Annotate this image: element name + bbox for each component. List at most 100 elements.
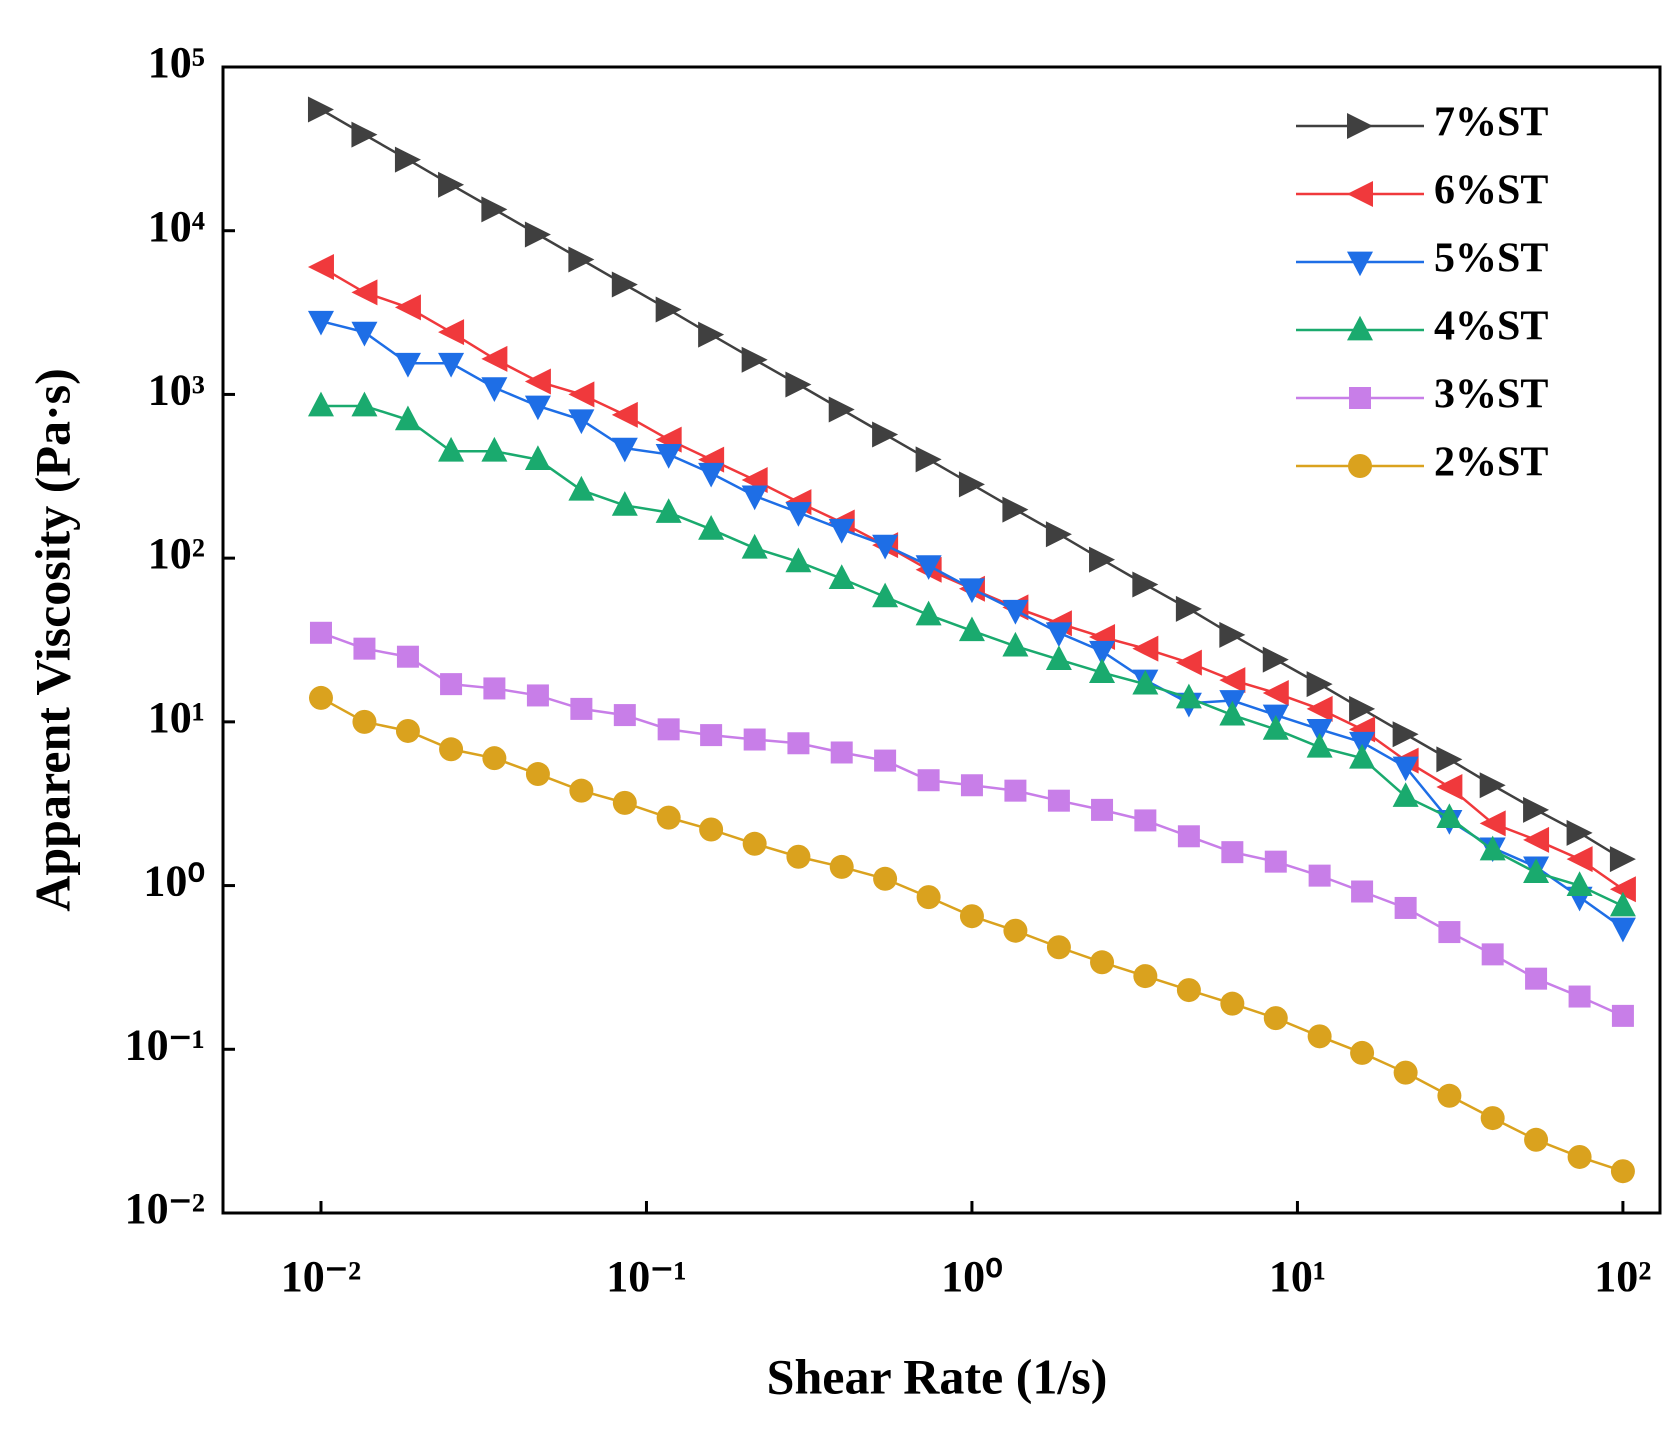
x-tick-label: 10² xyxy=(1594,1252,1651,1301)
legend-text: 2%ST xyxy=(1434,440,1548,486)
data-point xyxy=(352,709,377,734)
y-tick-label: 10³ xyxy=(148,366,205,415)
data-point xyxy=(1349,695,1376,722)
data-point xyxy=(439,737,464,762)
data-point xyxy=(655,444,682,469)
legend-marker xyxy=(1347,315,1373,341)
data-point xyxy=(1306,718,1333,744)
data-point xyxy=(1219,621,1246,648)
data-point xyxy=(1351,880,1374,903)
data-point xyxy=(698,515,725,540)
data-point xyxy=(1262,646,1289,673)
series-line xyxy=(320,696,1624,1173)
data-point xyxy=(568,246,595,273)
data-point xyxy=(1306,732,1333,758)
data-point xyxy=(1394,896,1417,919)
data-point xyxy=(1175,649,1202,676)
data-point xyxy=(657,718,680,741)
data-point xyxy=(308,685,333,710)
x-tick-label: 10⁰ xyxy=(941,1252,1003,1301)
legend-text: 6%ST xyxy=(1434,168,1548,214)
y-tick-label: 10⁻² xyxy=(125,1184,205,1233)
data-point xyxy=(1393,1060,1418,1085)
data-point xyxy=(1002,599,1029,625)
data-point xyxy=(656,805,681,830)
data-point xyxy=(1525,967,1548,990)
data-point xyxy=(1047,789,1070,812)
y-tick-label: 10⁴ xyxy=(148,202,205,251)
y-tick-label: 10² xyxy=(148,529,205,578)
data-point xyxy=(1436,746,1463,773)
data-point xyxy=(524,445,551,470)
y-tick-label: 10⁻¹ xyxy=(125,1020,205,1069)
data-point xyxy=(1091,798,1114,821)
data-point xyxy=(873,866,898,891)
data-point xyxy=(829,854,854,879)
data-point xyxy=(1045,622,1072,648)
legend-marker xyxy=(1347,251,1373,277)
data-point xyxy=(915,600,942,626)
data-point xyxy=(309,621,332,644)
plot-frame xyxy=(221,65,1662,1215)
data-point xyxy=(1089,658,1116,683)
data-point xyxy=(1090,950,1115,975)
data-point xyxy=(872,421,899,448)
data-point xyxy=(1262,680,1289,707)
legend-text: 5%ST xyxy=(1434,236,1548,282)
data-point xyxy=(1220,991,1245,1016)
data-point xyxy=(1002,631,1029,657)
data-point xyxy=(481,196,508,223)
data-point xyxy=(482,746,507,771)
data-point xyxy=(872,582,899,608)
data-point xyxy=(394,294,421,321)
data-point xyxy=(1132,635,1159,662)
data-point xyxy=(1437,1083,1462,1108)
data-point xyxy=(915,446,942,473)
data-point xyxy=(959,904,984,929)
data-point xyxy=(524,395,551,421)
data-point xyxy=(828,518,855,544)
data-point xyxy=(741,346,768,373)
data-point xyxy=(307,254,334,281)
data-point xyxy=(611,491,638,516)
data-point xyxy=(351,321,378,347)
data-point xyxy=(612,790,637,815)
y-tick-label: 10⁵ xyxy=(148,38,205,87)
data-point xyxy=(1479,772,1506,799)
data-point xyxy=(438,319,465,346)
data-point xyxy=(1175,595,1202,622)
data-point xyxy=(1567,1144,1592,1169)
data-point xyxy=(1134,809,1157,832)
series-line xyxy=(320,631,1624,1018)
data-point xyxy=(1610,1159,1635,1184)
data-point xyxy=(438,171,465,198)
data-point xyxy=(1175,683,1202,709)
y-tick-label: 10¹ xyxy=(148,693,205,742)
data-point xyxy=(351,391,378,417)
data-point xyxy=(524,368,551,395)
data-point xyxy=(958,616,985,642)
data-point xyxy=(1566,819,1593,846)
data-point xyxy=(960,774,983,797)
legend-marker xyxy=(1347,113,1373,139)
data-point xyxy=(698,321,725,348)
data-point xyxy=(1176,978,1201,1003)
data-point xyxy=(917,769,940,792)
data-point xyxy=(1262,715,1289,740)
data-point xyxy=(570,697,593,720)
data-point xyxy=(526,684,549,707)
legend-text: 4%ST xyxy=(1434,304,1548,350)
data-point xyxy=(1523,796,1550,823)
data-point xyxy=(438,352,465,378)
x-tick-label: 10⁻¹ xyxy=(606,1252,686,1301)
data-point xyxy=(568,409,595,435)
data-point xyxy=(481,377,508,402)
data-point xyxy=(1350,1040,1375,1065)
data-point xyxy=(394,146,421,173)
data-point xyxy=(1438,921,1461,944)
legend-text: 7%ST xyxy=(1434,100,1548,146)
data-point xyxy=(440,673,463,696)
data-point xyxy=(1480,1106,1505,1131)
data-point xyxy=(1002,496,1029,523)
